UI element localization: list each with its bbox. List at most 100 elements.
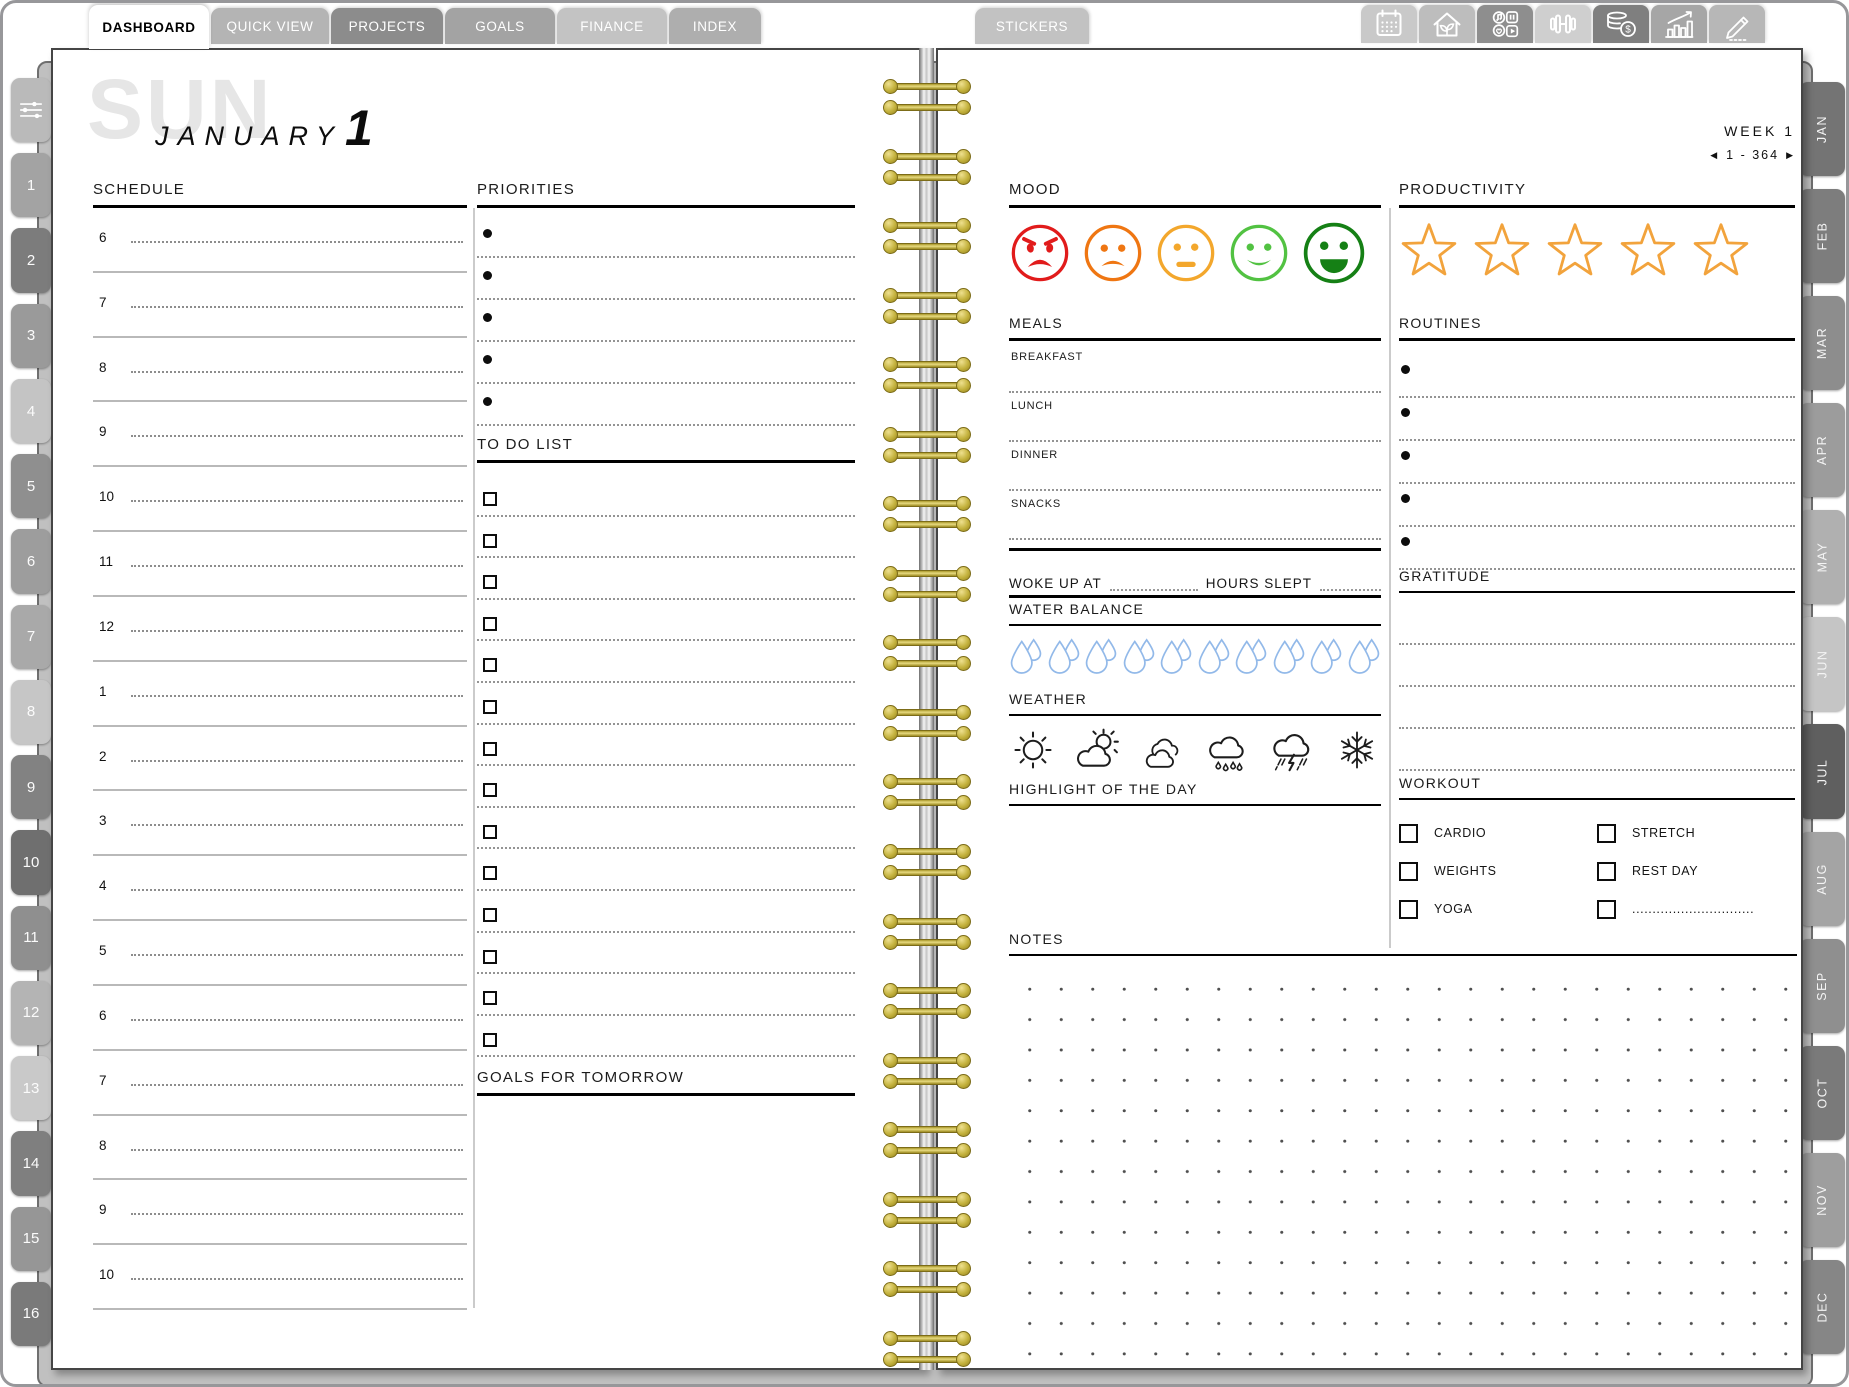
index-tab[interactable]: 14: [11, 1131, 51, 1196]
schedule-row[interactable]: 2: [93, 727, 467, 792]
star-icon[interactable]: [1691, 221, 1751, 281]
workout-checkbox[interactable]: [1597, 861, 1616, 881]
schedule-row[interactable]: 4: [93, 856, 467, 922]
schedule-entry-line[interactable]: [131, 889, 463, 892]
water-drop-icon[interactable]: [1309, 635, 1343, 677]
todo-checkbox[interactable]: [483, 783, 497, 798]
home-button[interactable]: [1419, 5, 1475, 43]
stats-button[interactable]: [1651, 5, 1707, 43]
index-tab[interactable]: 1: [11, 153, 51, 218]
tab-quick-view[interactable]: QUICK VIEW: [211, 8, 329, 44]
schedule-entry-line[interactable]: [131, 1018, 463, 1021]
goals-tomorrow-area[interactable]: [477, 1096, 855, 1326]
month-tab[interactable]: DEC: [1799, 1259, 1845, 1354]
routine-entry-line[interactable]: [1399, 398, 1795, 441]
finance-button[interactable]: $: [1593, 5, 1649, 43]
index-tab[interactable]: 8: [11, 679, 51, 745]
month-tab[interactable]: AUG: [1799, 831, 1845, 926]
index-tab[interactable]: 13: [11, 1056, 51, 1121]
schedule-entry-line[interactable]: [131, 370, 463, 373]
todo-checkbox[interactable]: [483, 533, 497, 548]
todo-checkbox[interactable]: [483, 1032, 497, 1047]
media-apps-button[interactable]: [1477, 5, 1533, 43]
schedule-entry-line[interactable]: [131, 629, 463, 632]
weather-stormy-icon[interactable]: [1267, 724, 1317, 774]
weather-sunny-icon[interactable]: [1009, 726, 1057, 774]
todo-checkbox[interactable]: [483, 824, 497, 839]
month-tab[interactable]: NOV: [1799, 1152, 1845, 1247]
schedule-row[interactable]: 1: [93, 662, 467, 727]
tab-finance[interactable]: FINANCE: [557, 8, 667, 44]
mood-neutral-icon[interactable]: [1155, 222, 1217, 284]
schedule-row[interactable]: 7: [93, 273, 467, 338]
todo-checkbox[interactable]: [483, 741, 497, 756]
water-drop-icon[interactable]: [1084, 635, 1118, 677]
todo-checkbox[interactable]: [483, 907, 497, 922]
mood-happy-icon[interactable]: [1228, 222, 1290, 284]
edit-button[interactable]: [1709, 5, 1765, 43]
water-drop-icon[interactable]: [1009, 635, 1043, 677]
month-tab[interactable]: JAN: [1799, 82, 1845, 177]
schedule-entry-line[interactable]: [131, 435, 463, 438]
workout-item[interactable]: ..............................: [1597, 890, 1795, 928]
todo-entry-line[interactable]: [477, 808, 855, 850]
schedule-row[interactable]: 6: [93, 986, 467, 1051]
workout-item[interactable]: WEIGHTS: [1399, 852, 1597, 890]
priority-entry-line[interactable]: [477, 384, 855, 426]
routine-entry-line[interactable]: [1399, 441, 1795, 484]
tab-index[interactable]: INDEX: [669, 8, 761, 44]
weather-cloudy-icon[interactable]: [1138, 730, 1188, 774]
schedule-row[interactable]: 8: [93, 338, 467, 403]
meal-entry-line[interactable]: SNACKS: [1009, 491, 1381, 540]
todo-entry-line[interactable]: [477, 933, 855, 975]
month-tab[interactable]: JUN: [1799, 617, 1845, 712]
routine-entry-line[interactable]: [1399, 484, 1795, 527]
schedule-row[interactable]: 6: [93, 208, 467, 273]
priority-entry-line[interactable]: [477, 216, 855, 258]
highlight-area[interactable]: [1009, 806, 1381, 921]
woke-up-input-line[interactable]: [1109, 575, 1198, 591]
todo-checkbox[interactable]: [483, 991, 497, 1006]
meal-entry-line[interactable]: BREAKFAST: [1009, 344, 1381, 393]
workout-checkbox[interactable]: [1399, 899, 1418, 919]
fitness-button[interactable]: [1535, 5, 1591, 43]
schedule-row[interactable]: 11: [93, 532, 467, 597]
tab-stickers[interactable]: STICKERS: [975, 8, 1089, 44]
index-tab[interactable]: 9: [11, 755, 51, 820]
tab-projects[interactable]: PROJECTS: [331, 8, 443, 44]
schedule-row[interactable]: 5: [93, 921, 467, 986]
index-tab[interactable]: 2: [11, 228, 51, 293]
priority-entry-line[interactable]: [477, 300, 855, 342]
schedule-entry-line[interactable]: [131, 565, 463, 568]
index-tab[interactable]: 3: [11, 303, 51, 368]
schedule-row[interactable]: 9: [93, 402, 467, 468]
calendar-button[interactable]: [1361, 5, 1417, 43]
month-tab[interactable]: APR: [1799, 403, 1845, 498]
schedule-entry-line[interactable]: [131, 1278, 463, 1281]
index-tab[interactable]: 4: [11, 378, 51, 444]
month-tab[interactable]: FEB: [1799, 189, 1845, 284]
todo-entry-line[interactable]: [477, 891, 855, 933]
schedule-entry-line[interactable]: [131, 1083, 463, 1086]
month-tab[interactable]: MAR: [1799, 296, 1845, 391]
schedule-entry-line[interactable]: [131, 759, 463, 762]
todo-entry-line[interactable]: [477, 974, 855, 1016]
schedule-entry-line[interactable]: [131, 1148, 463, 1151]
workout-item[interactable]: STRETCH: [1597, 814, 1795, 852]
todo-entry-line[interactable]: [477, 475, 855, 517]
schedule-entry-line[interactable]: [131, 954, 463, 957]
todo-checkbox[interactable]: [483, 658, 497, 673]
schedule-row[interactable]: 9: [93, 1180, 467, 1246]
todo-checkbox[interactable]: [483, 866, 497, 881]
mood-sad-icon[interactable]: [1082, 222, 1144, 284]
schedule-entry-line[interactable]: [131, 241, 463, 243]
workout-checkbox[interactable]: [1399, 823, 1418, 843]
star-icon[interactable]: [1472, 221, 1532, 281]
todo-entry-line[interactable]: [477, 725, 855, 767]
todo-checkbox[interactable]: [483, 492, 497, 506]
routine-entry-line[interactable]: [1399, 527, 1795, 570]
index-tab[interactable]: 5: [11, 454, 51, 519]
meal-entry-line[interactable]: DINNER: [1009, 442, 1381, 491]
schedule-entry-line[interactable]: [131, 824, 463, 827]
index-tab[interactable]: 11: [11, 905, 51, 970]
